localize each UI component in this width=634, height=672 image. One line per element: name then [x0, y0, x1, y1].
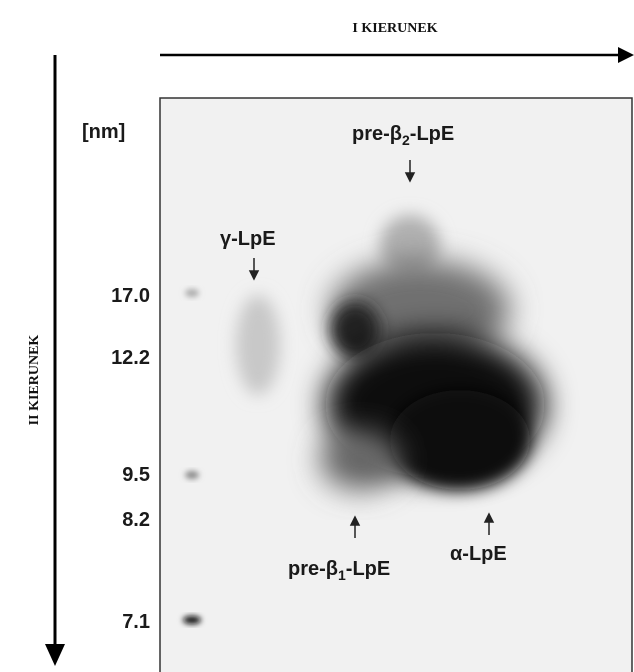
- spot-label: pre-β2-LpE: [352, 123, 454, 148]
- size-label: 12.2: [111, 347, 150, 369]
- direction-label: I KIERUNEK: [352, 21, 437, 36]
- label-subscript: 2: [402, 132, 410, 148]
- label-part: pre-β: [352, 123, 402, 145]
- arrow-head: [45, 644, 65, 666]
- spot-label: α-LpE: [450, 543, 507, 565]
- label-subscript: 1: [338, 567, 346, 583]
- pointer-arrows: [248, 160, 495, 538]
- unit-label: [nm]: [82, 121, 125, 143]
- size-label: 17.0: [111, 285, 150, 307]
- label-part: pre-β: [288, 558, 338, 580]
- size-label: 9.5: [122, 464, 150, 486]
- gel-spots: [183, 215, 545, 624]
- label-part: -LpE: [410, 123, 454, 145]
- direction-label: II KIERUNEK: [27, 335, 42, 426]
- spot-label: γ-LpE: [220, 228, 276, 250]
- spot-label: pre-β1-LpE: [288, 558, 390, 583]
- size-label: 7.1: [122, 611, 150, 633]
- arrow-head: [618, 47, 634, 63]
- label-part: -LpE: [346, 558, 390, 580]
- size-label: 8.2: [122, 509, 150, 531]
